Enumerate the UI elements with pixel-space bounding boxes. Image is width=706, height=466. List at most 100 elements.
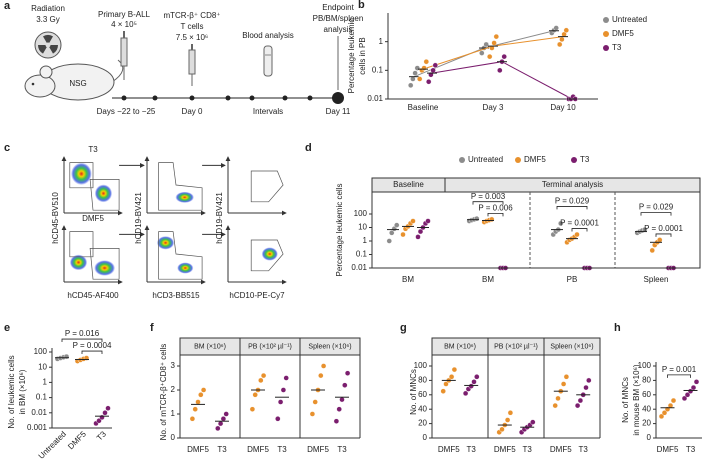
data-point <box>333 418 340 424</box>
y-tick-label: 0.01 <box>367 94 383 103</box>
data-point <box>574 231 580 238</box>
cell-density <box>156 236 175 250</box>
timeline-label: Day 0 <box>182 107 203 116</box>
facet-label: PB (×10² µl⁻¹) <box>494 343 538 350</box>
step-label: PB/BM/spleen <box>313 14 364 23</box>
p-value: P = 0.029 <box>555 197 590 206</box>
data-point <box>462 390 469 397</box>
step-label: Primary B-ALL <box>98 10 151 19</box>
cell-density <box>70 162 92 185</box>
gate <box>250 239 284 272</box>
cell-density <box>94 184 113 203</box>
y-axis-label: hCD19-BV421 <box>134 192 143 244</box>
data-point <box>63 353 70 360</box>
data-point <box>642 226 648 233</box>
data-point <box>189 416 196 422</box>
data-point <box>425 218 431 224</box>
panel-label: b <box>358 0 365 11</box>
x-tick-label: Spleen <box>644 275 669 284</box>
data-point <box>530 419 536 425</box>
step-label: Blood analysis <box>242 31 294 40</box>
data-point <box>474 215 480 222</box>
x-tick-label: Untreated <box>37 430 68 461</box>
x-tick-label: T3 <box>277 445 287 454</box>
data-point <box>105 405 111 411</box>
facet-header <box>444 177 701 193</box>
y-tick-label: 20 <box>418 419 427 428</box>
gate <box>69 162 94 189</box>
y-tick-label: 100 <box>34 347 48 356</box>
syringe <box>120 37 128 67</box>
timeline-label: Intervals <box>253 107 283 116</box>
data-point <box>657 237 663 243</box>
y-tick-label: 1 <box>43 378 48 387</box>
y-tick-label: 0 <box>423 433 428 442</box>
data-point <box>690 384 697 391</box>
panel-label: g <box>400 322 407 334</box>
data-point <box>557 41 563 48</box>
data-point <box>410 76 416 82</box>
data-point <box>483 41 489 48</box>
y-tick-label: 40 <box>418 404 427 413</box>
data-point <box>342 382 348 388</box>
data-point <box>501 53 507 60</box>
legend-label: DMF5 <box>524 155 546 164</box>
data-point <box>192 406 198 412</box>
x-tick-label: Day 3 <box>483 103 504 112</box>
p-value: P = 0.0004 <box>73 341 112 350</box>
data-point <box>195 399 201 405</box>
timeline-label: Day 11 <box>326 107 351 116</box>
data-point <box>102 410 108 416</box>
data-point <box>344 370 351 376</box>
p-bracket <box>556 206 588 210</box>
data-point <box>504 417 511 423</box>
facet-label: BM (×10⁶) <box>194 343 226 350</box>
mouse <box>24 74 56 98</box>
x-tick-label: T3 <box>467 445 477 454</box>
data-point <box>258 377 264 384</box>
panel-label: c <box>4 142 10 154</box>
p-bracket <box>571 228 588 232</box>
step-label: T cells <box>181 22 204 31</box>
data-point <box>563 374 570 380</box>
gate <box>89 248 120 280</box>
data-point <box>574 402 581 409</box>
data-point <box>320 363 327 369</box>
data-point <box>394 222 400 228</box>
legend-label: T3 <box>612 43 622 52</box>
x-axis-label: hCD45-AF400 <box>67 291 119 300</box>
gate <box>250 170 284 203</box>
data-point <box>220 416 227 422</box>
legend-marker <box>603 45 609 51</box>
data-point <box>684 392 691 398</box>
panel-label: d <box>305 142 312 154</box>
step-label: Radiation <box>31 4 65 13</box>
data-point <box>448 374 455 380</box>
row-label: DMF5 <box>82 214 104 223</box>
x-tick-label: DMF5 <box>66 429 88 451</box>
panel-label: a <box>4 0 11 12</box>
data-point <box>507 410 514 416</box>
data-point <box>443 381 449 387</box>
data-point <box>417 228 424 235</box>
data-point <box>215 425 221 432</box>
cell-density <box>69 254 88 271</box>
y-axis-label: in BM (×10⁶) <box>18 369 27 414</box>
y-tick-label: 1 <box>171 409 176 418</box>
x-tick-label: DMF5 <box>187 445 209 454</box>
p-bracket <box>61 338 103 343</box>
facet-label: Spleen (×10⁶) <box>308 343 351 350</box>
data-point <box>670 397 677 404</box>
x-tick-label: T3 <box>579 445 589 454</box>
y-axis-label: hCD45-BV510 <box>51 192 60 244</box>
y-tick-label: 3 <box>171 361 176 370</box>
p-value: P = 0.003 <box>471 192 506 201</box>
y-tick-label: 0.01 <box>351 263 367 272</box>
timeline-label: Days −22 to −25 <box>97 107 156 116</box>
timeline-dots <box>121 92 344 104</box>
mouse-label: NSG <box>69 79 86 88</box>
legend-marker <box>515 157 521 163</box>
y-tick-label: 80 <box>418 376 427 385</box>
p-bracket <box>487 212 504 217</box>
